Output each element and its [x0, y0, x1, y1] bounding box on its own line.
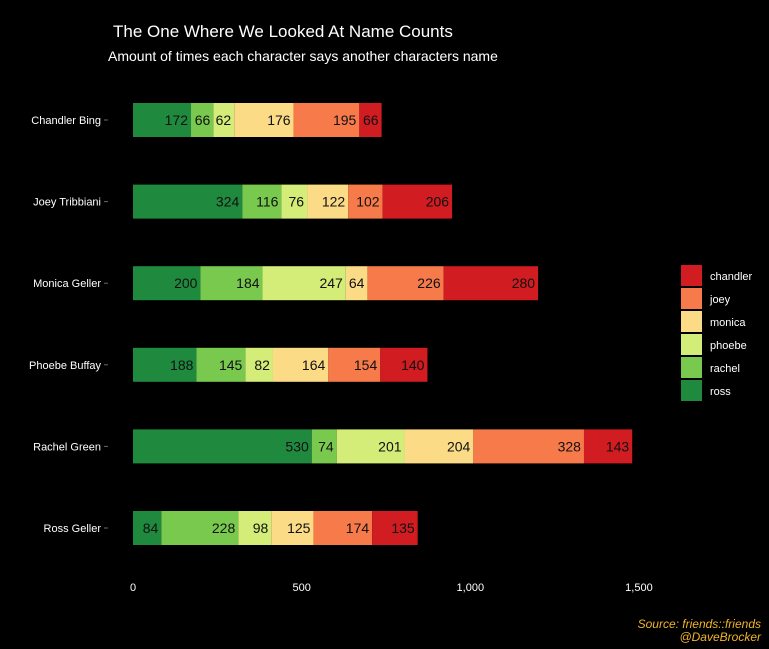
data-label-phoebe-buffay-monica: 164	[302, 357, 326, 373]
bar-ross-geller-chandler[interactable]	[372, 511, 418, 545]
data-label-rachel-green-rachel: 74	[318, 438, 334, 454]
legend-label-joey: joey	[709, 294, 731, 306]
legend-swatch-monica	[681, 311, 702, 332]
data-label-joey-tribbiani-ross: 324	[216, 194, 240, 210]
category-label-ross-geller: Ross Geller	[44, 523, 102, 535]
data-label-monica-geller-chandler: 280	[512, 275, 536, 291]
data-label-chandler-bing-ross: 172	[165, 112, 189, 128]
x-tick-label-3: 1,500	[625, 582, 653, 594]
data-label-joey-tribbiani-phoebe: 76	[288, 194, 304, 210]
data-label-rachel-green-chandler: 143	[606, 438, 630, 454]
legend-swatch-joey	[681, 288, 702, 309]
bar-rachel-green-joey[interactable]	[473, 429, 584, 464]
legend-label-phoebe: phoebe	[710, 340, 747, 352]
category-label-rachel-green: Rachel Green	[33, 441, 101, 453]
bar-monica-geller-phoebe[interactable]	[262, 266, 346, 301]
bar-chandler-bing-chandler[interactable]	[359, 103, 382, 137]
bar-monica-geller-rachel[interactable]	[200, 266, 263, 301]
bar-joey-tribbiani-monica[interactable]	[307, 184, 349, 219]
category-label-phoebe-buffay: Phoebe Buffay	[29, 360, 101, 372]
legend-swatch-chandler	[681, 265, 702, 286]
data-label-ross-geller-rachel: 228	[212, 520, 236, 536]
data-label-ross-geller-joey: 174	[346, 520, 370, 536]
bar-ross-geller-monica[interactable]	[271, 511, 314, 545]
legend-swatch-phoebe	[681, 334, 702, 355]
data-label-phoebe-buffay-chandler: 140	[401, 357, 425, 373]
data-label-phoebe-buffay-rachel: 145	[219, 357, 243, 373]
chart-subtitle: Amount of times each character says anot…	[108, 48, 498, 64]
bar-phoebe-buffay-rachel[interactable]	[196, 347, 246, 382]
data-label-rachel-green-monica: 204	[447, 438, 471, 454]
bar-phoebe-buffay-chandler[interactable]	[380, 347, 428, 382]
bar-ross-geller-ross[interactable]	[133, 511, 162, 545]
bar-rachel-green-rachel[interactable]	[311, 429, 337, 464]
bar-joey-tribbiani-joey[interactable]	[348, 184, 383, 219]
data-label-rachel-green-ross: 530	[285, 438, 309, 454]
bar-ross-geller-rachel[interactable]	[161, 511, 239, 545]
bar-monica-geller-chandler[interactable]	[443, 266, 539, 301]
bar-chandler-bing-joey[interactable]	[293, 103, 360, 137]
bar-joey-tribbiani-ross[interactable]	[133, 184, 243, 219]
bar-ross-geller-phoebe[interactable]	[238, 511, 272, 545]
data-label-chandler-bing-phoebe: 62	[216, 112, 232, 128]
data-label-monica-geller-phoebe: 247	[319, 275, 343, 291]
category-label-chandler-bing: Chandler Bing	[31, 115, 101, 127]
data-label-ross-geller-chandler: 135	[391, 520, 415, 536]
bar-rachel-green-ross[interactable]	[133, 429, 312, 464]
chart-title: The One Where We Looked At Name Counts	[113, 22, 453, 41]
data-label-ross-geller-monica: 125	[287, 520, 311, 536]
data-label-joey-tribbiani-chandler: 206	[426, 194, 450, 210]
bar-joey-tribbiani-phoebe[interactable]	[281, 184, 308, 219]
bar-rachel-green-phoebe[interactable]	[336, 429, 405, 464]
bar-chandler-bing-rachel[interactable]	[191, 103, 214, 137]
bar-chandler-bing-phoebe[interactable]	[213, 103, 235, 137]
caption-author: @DaveBrocker	[679, 630, 761, 644]
bar-ross-geller-joey[interactable]	[313, 511, 373, 545]
data-label-joey-tribbiani-monica: 122	[322, 194, 346, 210]
data-label-phoebe-buffay-ross: 188	[170, 357, 194, 373]
data-label-phoebe-buffay-phoebe: 82	[254, 357, 270, 373]
category-label-joey-tribbiani: Joey Tribbiani	[33, 197, 101, 209]
data-label-ross-geller-phoebe: 98	[253, 520, 269, 536]
legend-label-monica: monica	[710, 317, 746, 329]
data-label-joey-tribbiani-joey: 102	[356, 194, 380, 210]
data-label-rachel-green-phoebe: 201	[378, 438, 402, 454]
legend-label-ross: ross	[710, 386, 731, 398]
x-tick-label-2: 1,000	[457, 582, 485, 594]
bar-rachel-green-chandler[interactable]	[583, 429, 633, 464]
bar-monica-geller-monica[interactable]	[345, 266, 368, 301]
legend-label-chandler: chandler	[710, 271, 753, 283]
bar-joey-tribbiani-rachel[interactable]	[242, 184, 282, 219]
bar-phoebe-buffay-ross[interactable]	[133, 347, 197, 382]
data-label-monica-geller-joey: 226	[417, 275, 441, 291]
data-label-chandler-bing-joey: 195	[333, 112, 357, 128]
bar-rachel-green-monica[interactable]	[404, 429, 474, 464]
data-label-chandler-bing-rachel: 66	[195, 112, 211, 128]
data-label-phoebe-buffay-joey: 154	[354, 357, 378, 373]
legend-swatch-ross	[681, 380, 702, 401]
bar-chandler-bing-monica[interactable]	[234, 103, 294, 137]
bar-chandler-bing-ross[interactable]	[133, 103, 192, 137]
x-tick-label-1: 500	[292, 582, 310, 594]
data-label-rachel-green-joey: 328	[558, 438, 582, 454]
bar-monica-geller-joey[interactable]	[367, 266, 444, 301]
x-tick-label-0: 0	[130, 582, 136, 594]
category-label-monica-geller: Monica Geller	[33, 278, 101, 290]
bar-phoebe-buffay-joey[interactable]	[328, 347, 381, 382]
data-label-joey-tribbiani-rachel: 116	[256, 194, 279, 210]
data-label-monica-geller-ross: 200	[174, 275, 198, 291]
data-label-monica-geller-rachel: 184	[236, 275, 260, 291]
data-label-ross-geller-ross: 84	[143, 520, 159, 536]
bar-monica-geller-ross[interactable]	[133, 266, 201, 301]
bar-phoebe-buffay-monica[interactable]	[272, 347, 329, 382]
data-label-chandler-bing-monica: 176	[267, 112, 291, 128]
legend-label-rachel: rachel	[710, 363, 740, 375]
bar-phoebe-buffay-phoebe[interactable]	[245, 347, 273, 382]
caption-source: Source: friends::friends	[637, 617, 761, 631]
bar-joey-tribbiani-chandler[interactable]	[382, 184, 453, 219]
legend-swatch-rachel	[681, 357, 702, 378]
data-label-chandler-bing-chandler: 66	[363, 112, 379, 128]
data-label-monica-geller-monica: 64	[349, 275, 365, 291]
